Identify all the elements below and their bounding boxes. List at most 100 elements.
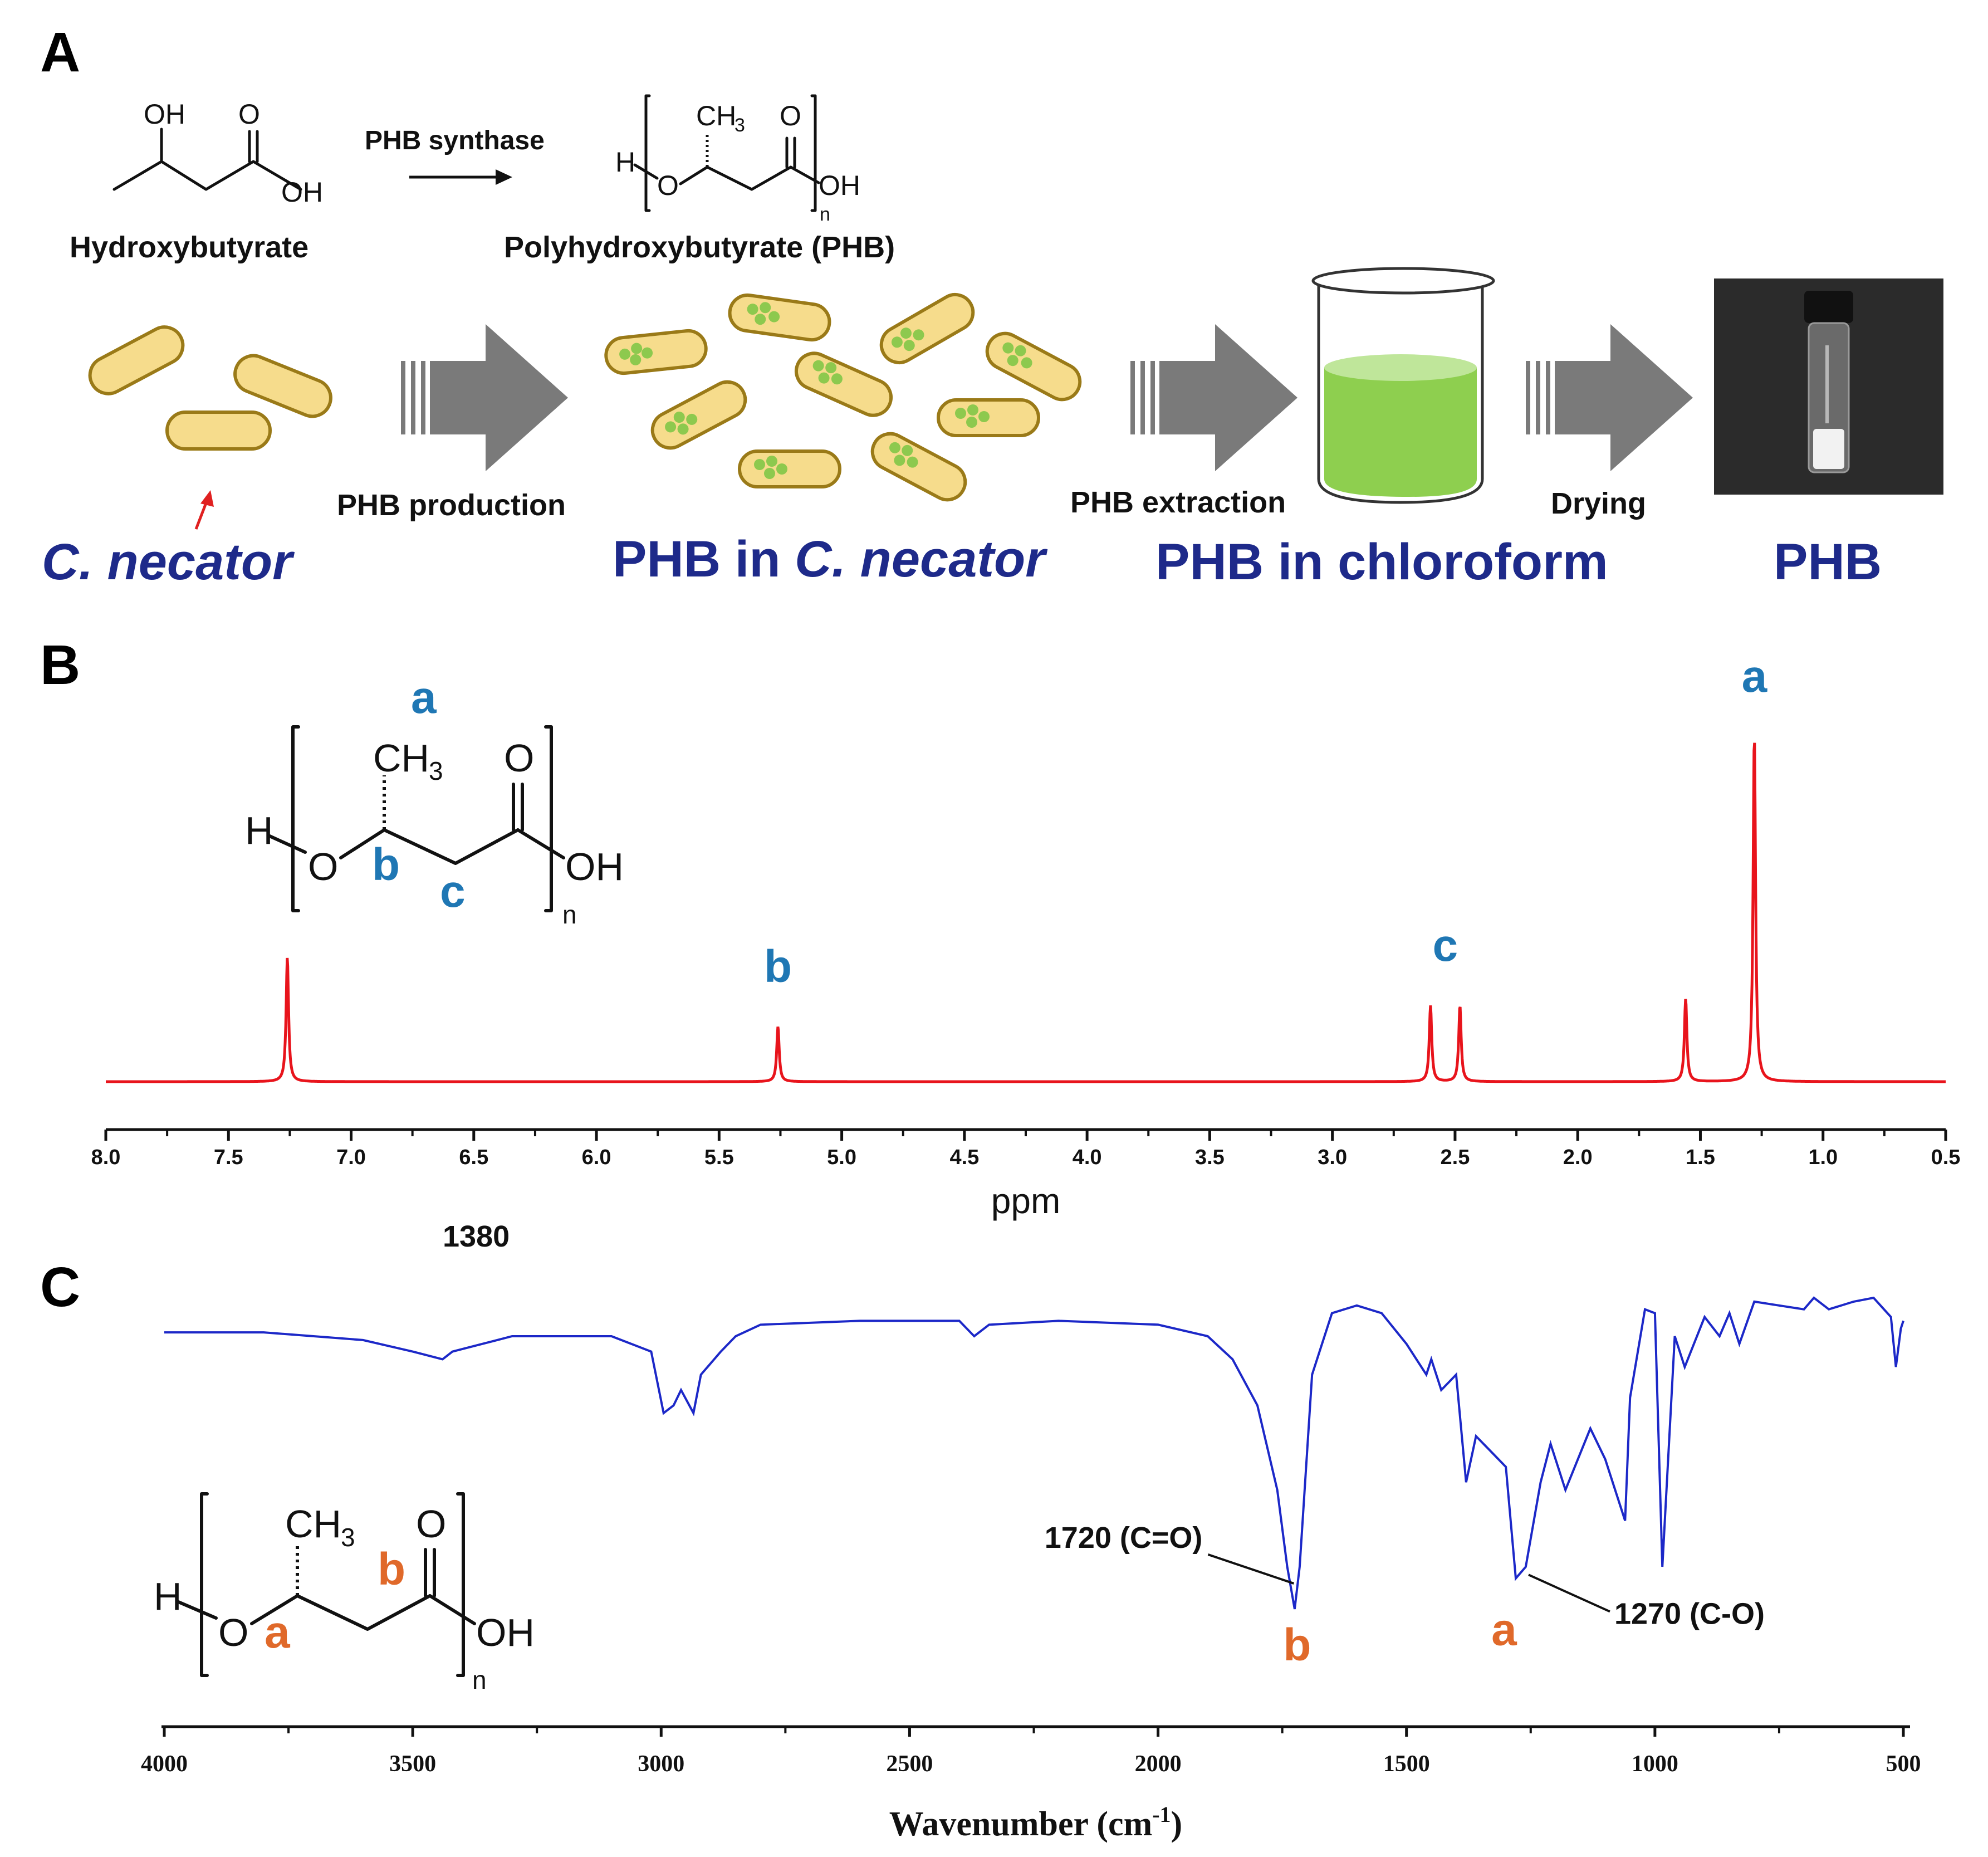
product-name: Polyhydroxybutyrate (PHB) bbox=[504, 231, 895, 264]
phb-cell-9 bbox=[870, 432, 967, 502]
ftir-ch-label: CH bbox=[285, 1502, 341, 1546]
nmr-struct-label-b: b bbox=[372, 839, 400, 890]
nmr-bracket-right bbox=[544, 725, 553, 912]
chloroform-solution bbox=[1324, 368, 1477, 497]
ftir-h-label: H bbox=[154, 1575, 182, 1618]
drying-arrow bbox=[1526, 324, 1693, 471]
arrow2-stripe-1 bbox=[1130, 361, 1135, 434]
arrow1-stripe-1 bbox=[401, 361, 405, 434]
ftir-backbone-bond bbox=[250, 1594, 432, 1631]
phb-structure-ftir: H O CH 3 O OH n a b bbox=[154, 1492, 535, 1694]
arrow3-stripe-2 bbox=[1536, 361, 1540, 434]
arrow3-body bbox=[1555, 324, 1693, 471]
hydroxybutyrate-structure: OH O OH bbox=[112, 99, 323, 208]
nmr-ticks: 8.0 7.5 7.0 6.5 6.0 5.5 5.0 4.5 4.0 3.5 3.0 2.5 2.0 1… bbox=[91, 1130, 1961, 1169]
nmr-oh-bond bbox=[516, 828, 565, 859]
ftir-tick-label: 500 bbox=[1886, 1751, 1921, 1777]
phb-n-label: n bbox=[820, 204, 830, 225]
phb-h-label: H bbox=[615, 146, 635, 178]
nmr-tick-label: 4.0 bbox=[1073, 1146, 1102, 1169]
hb-acid-oh-label: OH bbox=[281, 177, 323, 208]
ftir-tick-label: 2000 bbox=[1135, 1751, 1182, 1777]
panel-label-b: B bbox=[40, 634, 80, 696]
phb-ch-label: CH bbox=[696, 100, 736, 131]
phb-label: PHB bbox=[1774, 534, 1882, 590]
ftir-x-title-sup: -1 bbox=[1152, 1802, 1171, 1827]
beaker-rim bbox=[1311, 267, 1495, 295]
step-production-label: PHB production bbox=[337, 488, 566, 522]
ftir-oh-label: OH bbox=[476, 1611, 535, 1654]
arrow1-stripe-2 bbox=[411, 361, 415, 434]
ftir-h-bond bbox=[175, 1600, 218, 1620]
ftir-ch3-subscript: 3 bbox=[341, 1523, 355, 1552]
nmr-o2-label: O bbox=[504, 736, 534, 780]
extraction-arrow bbox=[1130, 324, 1297, 471]
step-drying-label: Drying bbox=[1551, 487, 1646, 520]
nmr-peak-label-b: b bbox=[764, 941, 792, 992]
phb-oh-label: OH bbox=[819, 170, 860, 201]
phb-cell-8 bbox=[738, 449, 841, 488]
arrow2-stripe-3 bbox=[1150, 361, 1155, 434]
nmr-tick-label: 7.0 bbox=[336, 1146, 366, 1169]
ftir-tick-label: 3500 bbox=[389, 1751, 436, 1777]
pointer-arrow-head bbox=[200, 490, 214, 507]
phb-powder bbox=[1813, 429, 1844, 469]
phb-cells bbox=[604, 293, 1082, 502]
hb-o-label: O bbox=[238, 99, 260, 130]
nmr-oh-label: OH bbox=[565, 845, 624, 888]
pointer-arrow-shaft bbox=[194, 500, 209, 530]
production-arrow bbox=[401, 324, 568, 471]
phb-bracket-right bbox=[810, 94, 817, 212]
beaker-wall bbox=[1317, 284, 1484, 504]
nmr-struct-label-c: c bbox=[440, 866, 466, 917]
nmr-tick-label: 2.5 bbox=[1441, 1146, 1470, 1169]
nmr-tick-label: 8.0 bbox=[91, 1146, 121, 1169]
phb-ch3-subscript: 3 bbox=[735, 115, 745, 136]
nmr-tick-label: 6.5 bbox=[459, 1146, 488, 1169]
ftir-ticks: 4000 3500 3000 2500 2000 1500 1000 500 bbox=[141, 1727, 1921, 1777]
nmr-tick-label: 1.5 bbox=[1686, 1146, 1715, 1169]
nmr-backbone-bond bbox=[339, 828, 520, 865]
panel-a: A OH O OH Hydroxybutyrate PHB synthase H… bbox=[40, 21, 1943, 590]
nmr-n-label: n bbox=[562, 900, 577, 929]
arrow2-stripe-2 bbox=[1140, 361, 1145, 434]
nmr-tick-label: 6.0 bbox=[582, 1146, 611, 1169]
nmr-chart: 8.0 7.5 7.0 6.5 6.0 5.5 5.0 4.5 4.0 3.5 3.0 2.5 2.0 1… bbox=[91, 651, 1961, 1221]
arrow3-stripe-3 bbox=[1546, 361, 1550, 434]
nmr-ch3-subscript: 3 bbox=[429, 756, 443, 785]
nmr-x-axis-title: ppm bbox=[991, 1181, 1061, 1221]
ftir-bracket-right bbox=[456, 1492, 465, 1677]
phb-vial-photo bbox=[1714, 278, 1943, 495]
ftir-struct-label-a: a bbox=[265, 1607, 291, 1658]
ftir-peak-label-b: b bbox=[1283, 1620, 1311, 1670]
ftir-o-label: O bbox=[218, 1611, 248, 1654]
panel-label-c: C bbox=[40, 1256, 80, 1318]
ftir-x-title-close: ) bbox=[1171, 1805, 1183, 1843]
phb-in-organism: C. necator bbox=[795, 531, 1047, 588]
nmr-tick-label: 0.5 bbox=[1931, 1146, 1961, 1169]
phb-cell-3 bbox=[879, 293, 975, 364]
cell-3 bbox=[165, 411, 272, 451]
ftir-annotation-leader bbox=[1207, 1553, 1295, 1585]
panel-c: C H O CH 3 O OH n a b 4000 3500 3000 2500 20… bbox=[40, 1256, 1921, 1843]
nmr-ch-label: CH bbox=[373, 736, 429, 780]
hb-backbone-bond bbox=[112, 160, 302, 191]
vial-reflection bbox=[1825, 345, 1829, 423]
solution-surface bbox=[1324, 354, 1477, 381]
ftir-x-title-main: Wavenumber (cm bbox=[889, 1805, 1152, 1843]
nmr-o-label: O bbox=[308, 845, 338, 888]
ftir-tick-label: 1500 bbox=[1383, 1751, 1430, 1777]
phb-in-prefix: PHB in bbox=[613, 531, 795, 588]
vial-cap bbox=[1804, 291, 1853, 323]
ftir-tick-label: 1000 bbox=[1632, 1751, 1678, 1777]
nmr-tick-label: 5.5 bbox=[704, 1146, 734, 1169]
ftir-o2-label: O bbox=[416, 1502, 446, 1546]
nmr-tick-label: 3.0 bbox=[1318, 1146, 1347, 1169]
ftir-struct-label-b: b bbox=[378, 1544, 405, 1595]
cell-1 bbox=[88, 325, 185, 395]
nmr-tick-label: 4.5 bbox=[949, 1146, 979, 1169]
organism-label: C. necator bbox=[42, 534, 295, 590]
ftir-peak-label-a: a bbox=[1491, 1604, 1517, 1655]
arrow1-body bbox=[430, 324, 568, 471]
